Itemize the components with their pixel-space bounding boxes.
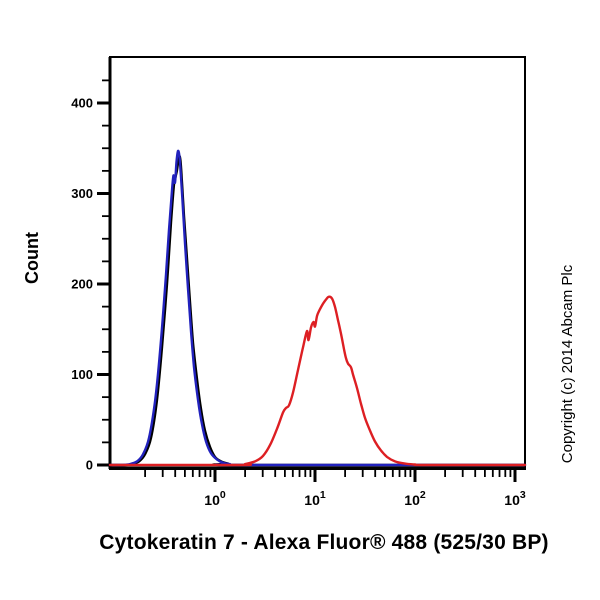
x-tick-label: 101 (304, 489, 326, 508)
x-tick-label: 103 (504, 489, 526, 508)
y-tick-label: 200 (71, 277, 93, 292)
y-tick-label: 100 (71, 367, 93, 382)
figure-title: Cytokeratin 7 - Alexa Fluor® 488 (525/30… (99, 531, 549, 554)
plot-border (109, 56, 526, 470)
y-tick-label: 300 (71, 186, 93, 201)
curve-red-positive-curve (108, 295, 527, 467)
x-tick-label: 100 (204, 489, 226, 508)
y-tick-label: 400 (71, 96, 93, 111)
y-tick-label: 0 (86, 458, 93, 473)
y-axis-title: Count (22, 232, 42, 284)
x-tick-label: 102 (404, 489, 426, 508)
copyright-notice: Copyright (c) 2014 Abcam Plc (559, 264, 576, 463)
curve-blue-control-curve (108, 149, 527, 467)
